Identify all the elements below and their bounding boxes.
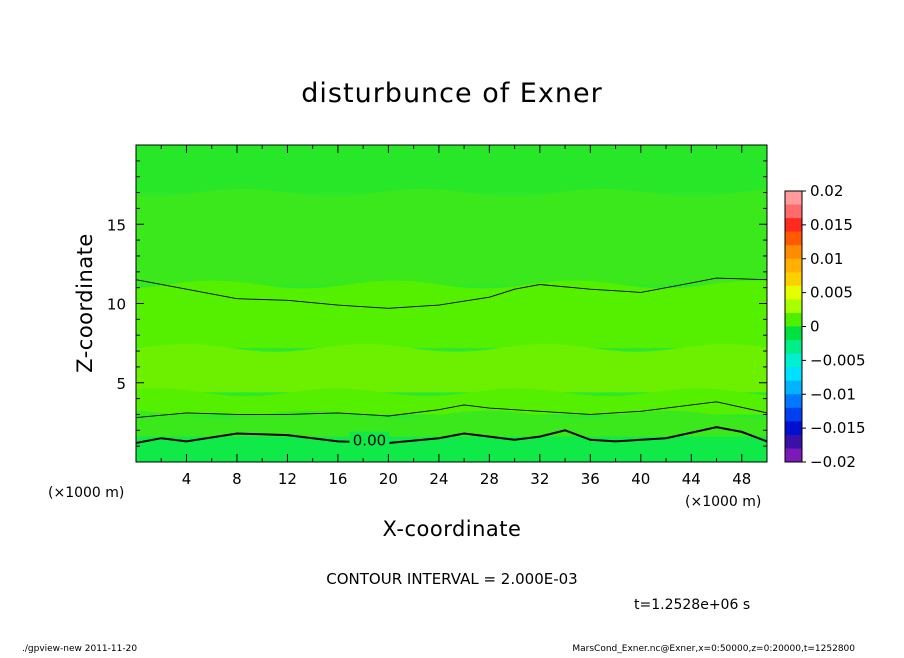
x-tick-label: 48 [732,470,751,488]
colorbar-swatch [785,272,802,287]
colorbar-swatch [785,299,802,314]
colorbar-swatch [785,367,802,382]
colorbar-swatch [785,353,802,368]
colorbar: 0.02 0.015 0.01 0.005 0 −0.005 −0.01 −0.015 −0.0… [784,182,866,471]
y-tick-label: 10 [107,296,126,314]
colorbar-tick-label: −0.02 [810,453,856,471]
y-unit-label: (×1000 m) [48,485,124,501]
chart-title: disturbunce of Exner [301,78,602,109]
x-unit-label: (×1000 m) [685,494,761,510]
x-tick-label: 8 [232,470,242,488]
fill-band [136,280,767,348]
x-tick-label: 12 [278,470,297,488]
colorbar-swatch [785,407,802,422]
x-tick-label: 20 [379,470,398,488]
y-tick-label: 15 [107,216,126,234]
contour-label-bg [349,431,390,448]
colorbar-tick-label: 0.015 [810,216,853,234]
y-axis-label: Z-coordinate [73,233,97,373]
footer-right: MarsCond_Exner.nc@Exner,x=0:50000,z=0:20… [572,644,855,654]
fill-band [136,188,767,285]
colorbar-swatch [785,312,802,327]
y-tick-label: 5 [116,375,126,393]
fill-band [136,343,767,393]
colorbar-tick-label: 0 [810,318,820,336]
fill-band [136,410,767,437]
colorbar-swatch [785,380,802,395]
colorbar-swatch [785,326,802,341]
x-tick-label: 32 [530,470,549,488]
time-text: t=1.2528e+06 s [634,597,750,613]
x-tick-label: 36 [581,470,600,488]
x-tick-label: 28 [480,470,499,488]
colorbar-tick-label: 0.01 [810,250,843,268]
colorbar-tick-label: −0.01 [810,385,856,403]
colorbar-swatch [785,258,802,273]
colorbar-swatch [785,245,802,260]
contour-interval-text: CONTOUR INTERVAL = 2.000E-03 [326,570,577,588]
colorbar-swatch [785,191,802,206]
colorbar-swatch [785,340,802,355]
colorbar-swatch [785,285,802,300]
colorbar-tick-label: −0.015 [810,419,866,437]
colorbar-swatch [785,434,802,449]
x-tick-label: 40 [631,470,650,488]
fill-band [136,436,767,462]
contour-line [135,426,768,445]
x-tick-label: 4 [182,470,192,488]
x-tick-label: 44 [682,470,701,488]
colorbar-tick-label: −0.005 [810,351,866,369]
x-tick-label: 16 [328,470,347,488]
colorbar-swatch [785,394,802,409]
contour-label: 0.00 [353,432,386,450]
footer-left: ./gpview-new 2011-11-20 [22,644,137,654]
colorbar-swatch [785,231,802,246]
x-tick-label: 24 [429,470,448,488]
colorbar-swatch [785,448,802,463]
contour-line [135,277,768,309]
contour-line [135,401,768,419]
colorbar-swatch [785,218,802,233]
x-axis-label: X-coordinate [383,517,522,541]
colorbar-swatch [785,204,802,219]
fill-band [136,388,767,415]
colorbar-swatch [785,421,802,436]
colorbar-tick-label: 0.005 [810,284,853,302]
fill-band [136,145,767,193]
colorbar-tick-label: 0.02 [810,182,843,200]
